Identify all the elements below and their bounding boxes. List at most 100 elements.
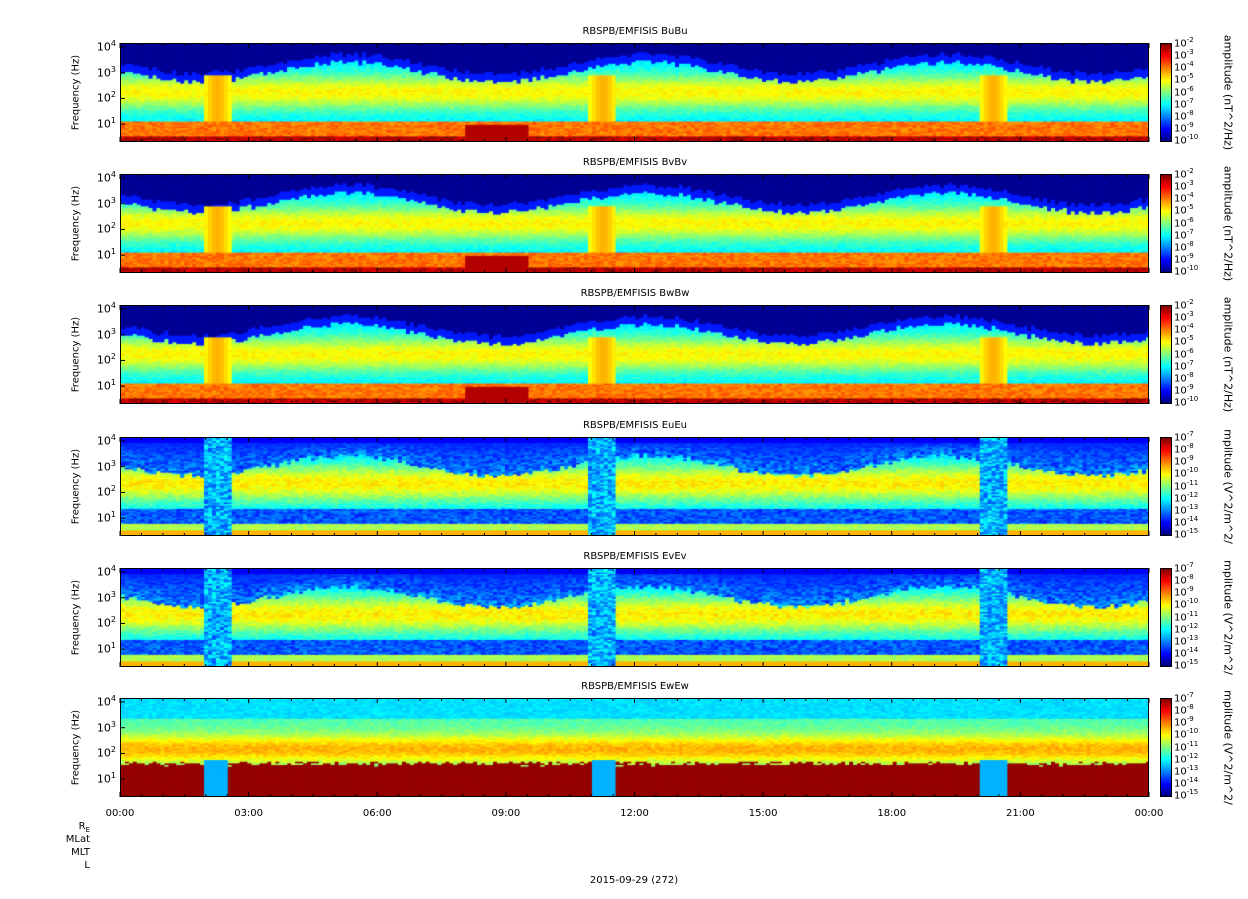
colorbar-tick-label: 10-9 — [1174, 120, 1194, 135]
y-tick-label: 104 — [96, 432, 116, 448]
y-tick-label: 101 — [96, 247, 116, 262]
colorbar-tick-label: 10-10 — [1174, 395, 1199, 409]
y-tick-label: 103 — [96, 326, 116, 342]
colorbar-tick-label: 10-11 — [1174, 609, 1199, 623]
colorbar-tick-label: 10-8 — [1174, 442, 1194, 456]
colorbar-tick-label: 10-6 — [1174, 346, 1194, 360]
colorbar-tick-label: 10-7 — [1174, 358, 1194, 372]
colorbar-tick-label: 10-10 — [1174, 727, 1199, 741]
panel-title: RBSPB/EMFISIS BvBv — [582, 157, 688, 168]
colorbar-tick-label: 10-4 — [1174, 322, 1194, 336]
y-tick-label: 103 — [96, 64, 116, 80]
y-tick-label: 103 — [96, 719, 116, 735]
y-tick-label: 104 — [96, 169, 116, 185]
colorbar-tick-label: 10-7 — [1174, 227, 1194, 241]
colorbar-tick-label: 10-15 — [1174, 788, 1199, 802]
ephemeris-label: MLT — [71, 847, 90, 858]
panel-title: RBSPB/EMFISIS EvEv — [583, 551, 687, 562]
y-tick-label: 104 — [96, 38, 116, 54]
colorbar-tick-label: 10-10 — [1174, 264, 1199, 278]
colorbar-tick-label: 10-8 — [1174, 239, 1194, 254]
colorbar-tick-label: 10-4 — [1174, 191, 1194, 205]
y-tick-label: 102 — [96, 484, 116, 500]
colorbar — [1160, 174, 1172, 273]
colorbar-tick-label: 10-9 — [1174, 585, 1194, 599]
y-tick-label: 104 — [96, 300, 116, 316]
colorbar-tick-label: 10-12 — [1174, 490, 1199, 504]
spectrogram-image — [121, 438, 1148, 535]
y-tick-label: 102 — [96, 615, 116, 631]
y-tick-label: 101 — [96, 641, 116, 656]
colorbar-tick-label: 10-14 — [1174, 775, 1199, 790]
colorbar-tick-label: 10-9 — [1174, 251, 1194, 266]
colorbar — [1160, 568, 1172, 667]
colorbar-tick-label: 10-8 — [1174, 370, 1194, 385]
colorbar-tick-label: 10-7 — [1174, 561, 1194, 575]
spectrogram-image — [121, 569, 1148, 666]
y-tick-label: 101 — [96, 378, 116, 393]
spectrogram-panel — [120, 568, 1149, 667]
date-label: 2015-09-29 (272) — [589, 875, 679, 886]
colorbar-tick-label: 10-8 — [1174, 703, 1194, 717]
x-tick-label: 03:00 — [234, 808, 264, 819]
x-tick-label: 00:00 — [105, 808, 135, 819]
colorbar-tick-label: 10-13 — [1174, 502, 1199, 517]
x-tick-label: 18:00 — [877, 808, 907, 819]
colorbar-tick-label: 10-2 — [1174, 298, 1194, 312]
spectrogram-image — [121, 44, 1148, 141]
y-tick-label: 104 — [96, 563, 116, 579]
x-tick-label: 21:00 — [1005, 808, 1035, 819]
x-tick-label: 00:00 — [1134, 808, 1164, 819]
colorbar-tick-label: 10-5 — [1174, 203, 1194, 217]
colorbar-tick-label: 10-15 — [1174, 658, 1199, 672]
colorbar — [1160, 437, 1172, 536]
panel-title: RBSPB/EMFISIS EuEu — [582, 420, 688, 431]
y-tick-label: 101 — [96, 510, 116, 525]
colorbar-tick-label: 10-11 — [1174, 478, 1199, 492]
colorbar-tick-label: 10-15 — [1174, 527, 1199, 541]
panel-title: RBSPB/EMFISIS BwBw — [580, 288, 690, 299]
colorbar-tick-label: 10-7 — [1174, 96, 1194, 110]
y-tick-label: 102 — [96, 90, 116, 106]
spectrogram-image — [121, 699, 1148, 796]
colorbar-tick-label: 10-11 — [1174, 739, 1199, 753]
colorbar-tick-label: 10-10 — [1174, 466, 1199, 480]
y-tick-label: 102 — [96, 352, 116, 368]
colorbar-tick-label: 10-8 — [1174, 108, 1194, 123]
y-tick-label: 101 — [96, 771, 116, 786]
colorbar — [1160, 43, 1172, 142]
spectrogram-image — [121, 175, 1148, 272]
x-tick-label: 09:00 — [491, 808, 521, 819]
ephemeris-label: L — [84, 860, 90, 871]
colorbar-tick-label: 10-12 — [1174, 621, 1199, 635]
colorbar-tick-label: 10-9 — [1174, 382, 1194, 397]
colorbar-tick-label: 10-14 — [1174, 645, 1199, 660]
x-tick-label: 12:00 — [620, 808, 649, 819]
colorbar-tick-label: 10-5 — [1174, 72, 1194, 86]
colorbar-tick-label: 10-9 — [1174, 715, 1194, 729]
y-tick-label: 103 — [96, 458, 116, 474]
colorbar-tick-label: 10-3 — [1174, 179, 1194, 193]
colorbar-tick-label: 10-2 — [1174, 167, 1194, 181]
colorbar-tick-label: 10-4 — [1174, 60, 1194, 74]
colorbar-tick-label: 10-14 — [1174, 514, 1199, 529]
panel-title: RBSPB/EMFISIS EwEw — [581, 681, 689, 692]
colorbar-tick-label: 10-7 — [1174, 430, 1194, 444]
y-tick-label: 101 — [96, 116, 116, 131]
y-tick-label: 103 — [96, 195, 116, 211]
spectrogram-image — [121, 306, 1148, 403]
x-tick-label: 06:00 — [362, 808, 392, 819]
colorbar-tick-label: 10-8 — [1174, 573, 1194, 587]
colorbar-tick-label: 10-6 — [1174, 215, 1194, 229]
colorbar-tick-label: 10-10 — [1174, 597, 1199, 611]
y-tick-label: 102 — [96, 745, 116, 761]
x-tick-label: 15:00 — [748, 808, 778, 819]
ephemeris-label: MLat — [65, 834, 90, 845]
colorbar-tick-label: 10-13 — [1174, 633, 1199, 648]
colorbar-tick-label: 10-5 — [1174, 334, 1194, 348]
colorbar-tick-label: 10-7 — [1174, 691, 1194, 705]
y-tick-label: 104 — [96, 693, 116, 709]
colorbar-tick-label: 10-3 — [1174, 310, 1194, 324]
y-tick-label: 103 — [96, 589, 116, 605]
